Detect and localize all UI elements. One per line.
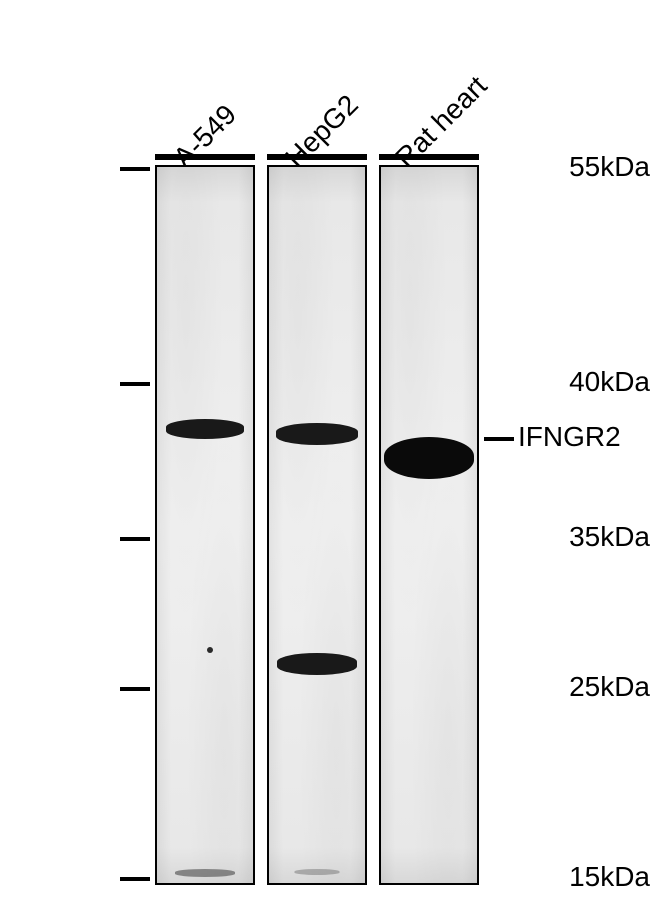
- marker-label: 35kDa: [532, 521, 650, 553]
- marker-tick: [120, 537, 150, 541]
- blot-lanes-area: [155, 165, 505, 885]
- lane-header-bar: [155, 154, 255, 160]
- band-faint: [175, 869, 235, 877]
- lane-header-bar: [267, 154, 367, 160]
- marker-tick: [120, 877, 150, 881]
- lane-header-bar: [379, 154, 479, 160]
- marker-tick: [120, 382, 150, 386]
- lane-label-hepg2: HepG2: [279, 89, 364, 174]
- marker-label: 55kDa: [532, 151, 650, 183]
- western-blot-figure: A-549 HepG2 Rat heart 55kDa 40kDa 35kDa …: [0, 30, 650, 906]
- lane-a549: [155, 165, 255, 885]
- lane-hepg2: [267, 165, 367, 885]
- band-ifngr2: [276, 423, 358, 445]
- lane-ratheart: [379, 165, 479, 885]
- marker-label: 15kDa: [532, 861, 650, 893]
- marker-label: 40kDa: [532, 366, 650, 398]
- target-tick: [484, 437, 514, 441]
- band-lower: [277, 653, 357, 675]
- marker-tick: [120, 167, 150, 171]
- lane-label-a549: A-549: [167, 99, 242, 174]
- band-ifngr2: [166, 419, 244, 439]
- band-ifngr2-strong: [384, 437, 474, 479]
- target-protein-label: IFNGR2: [518, 421, 621, 453]
- speck: [207, 647, 213, 653]
- marker-label: 25kDa: [532, 671, 650, 703]
- marker-tick: [120, 687, 150, 691]
- band-faint: [295, 869, 340, 875]
